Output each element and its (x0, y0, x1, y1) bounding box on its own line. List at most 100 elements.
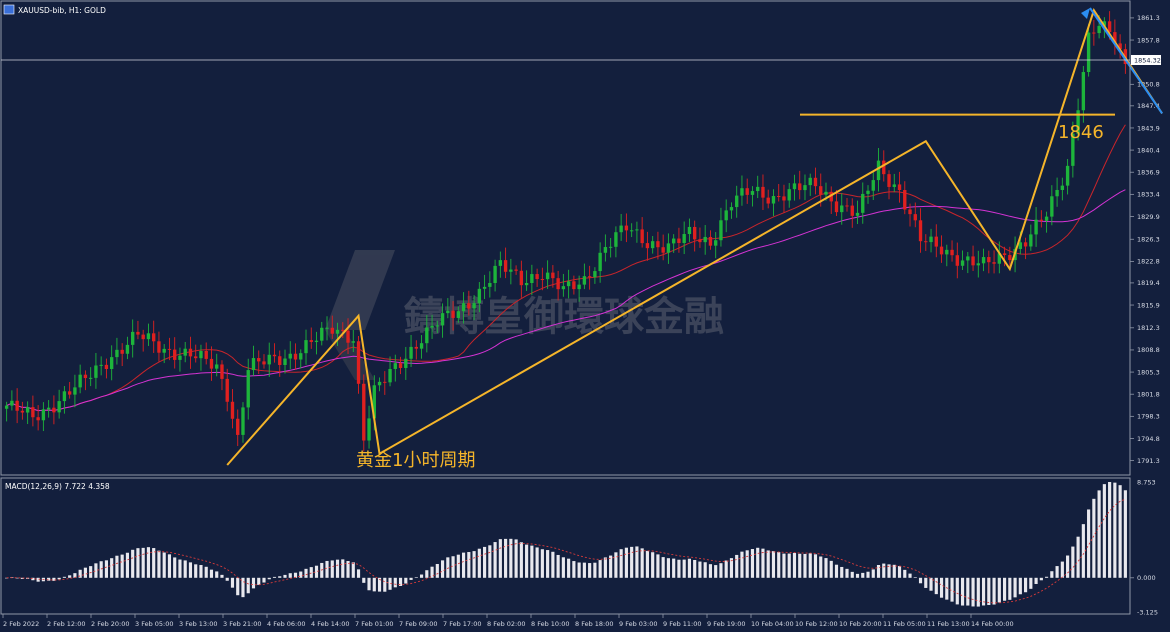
candle-body (708, 236, 713, 246)
candle-body (1113, 32, 1117, 44)
macd-bar (472, 551, 476, 578)
candle-body (608, 246, 613, 248)
macd-bar (808, 553, 812, 578)
price-tick-label: 1805.3 (1137, 368, 1160, 376)
candle-body (346, 330, 350, 343)
candle-body (146, 333, 151, 340)
macd-bar (1050, 571, 1054, 578)
candle-body (467, 303, 471, 309)
candle-body (530, 274, 534, 283)
candle-body (409, 346, 413, 359)
macd-bar (819, 556, 823, 578)
macd-bar (178, 559, 182, 578)
macd-bar (661, 557, 665, 578)
candle-body (335, 329, 340, 334)
candle-body (561, 286, 566, 290)
candle-body (656, 241, 660, 248)
macd-bar (866, 571, 870, 578)
candles (4, 11, 1128, 452)
time-tick-label: 2 Feb 12:00 (47, 620, 86, 628)
candle-body (67, 391, 72, 395)
macd-bar (777, 552, 781, 578)
candle-body (351, 341, 355, 343)
candle-body (414, 346, 418, 349)
candle-body (472, 303, 476, 309)
candle-body (230, 401, 235, 419)
candle-body (1023, 242, 1028, 247)
candle-body (598, 252, 602, 272)
candle-body (1055, 189, 1059, 197)
price-tick-label: 1847.4 (1137, 102, 1160, 110)
macd-bar (110, 558, 114, 578)
time-tick-label: 2 Feb 20:00 (91, 620, 130, 628)
macd-bar (346, 561, 350, 578)
macd-bar (913, 577, 917, 579)
macd-bar (404, 577, 408, 584)
price-tick-label: 1794.8 (1137, 435, 1160, 443)
macd-bar (530, 545, 534, 578)
macd-bar (966, 577, 970, 606)
candle-body (1060, 185, 1065, 190)
macd-bar (677, 559, 681, 578)
candle-body (992, 262, 996, 264)
macd-bar (188, 562, 193, 578)
candle-body (62, 391, 67, 402)
macd-bar (593, 562, 597, 578)
macd-bar (960, 577, 965, 606)
candle-body (645, 243, 650, 249)
macd-bar (803, 553, 807, 578)
macd-bar (278, 576, 282, 578)
macd-bar (850, 571, 854, 578)
candle-body (57, 401, 61, 413)
candle-body (960, 260, 965, 266)
candle-body (745, 188, 749, 195)
candle-body (1065, 165, 1070, 186)
candle-body (545, 272, 550, 280)
candle-body (876, 160, 881, 181)
time-tick-label: 3 Feb 21:00 (223, 620, 262, 628)
candle-body (724, 210, 728, 221)
macd-bar (136, 548, 140, 578)
macd-bar (981, 577, 986, 606)
macd-bar (735, 554, 739, 578)
candle-body (477, 288, 482, 304)
candle-body (687, 226, 692, 235)
macd-bar (892, 564, 896, 578)
macd-bar (1002, 577, 1007, 601)
time-tick-label: 7 Feb 01:00 (355, 620, 394, 628)
macd-bar (241, 577, 245, 598)
candle-body (929, 236, 933, 243)
macd-bar (903, 569, 907, 578)
candle-body (115, 349, 119, 358)
macd-bar (630, 546, 634, 578)
macd-bar (377, 577, 382, 592)
candle-body (435, 325, 439, 327)
candle-body (341, 329, 345, 331)
candle-body (78, 374, 82, 388)
watermark-text: 鑄博皇御環球金融 (403, 294, 724, 340)
macd-bar (94, 563, 98, 578)
chart-window-icon[interactable] (3, 4, 15, 15)
macd-tick-label: 8.753 (1137, 478, 1156, 486)
macd-bar (383, 577, 387, 592)
candle-body (740, 188, 744, 196)
candle-body (682, 234, 686, 244)
macd-bar (372, 577, 376, 592)
time-tick-label: 11 Feb 13:00 (927, 620, 970, 628)
candle-body (624, 225, 629, 231)
macd-bar (62, 576, 66, 578)
candle-body (650, 241, 655, 249)
candle-body (498, 260, 503, 266)
macd-bar (293, 572, 298, 578)
candle-body (950, 249, 954, 256)
time-tick-label: 14 Feb 00:00 (971, 620, 1014, 628)
macd-bar (645, 550, 649, 578)
macd-bar (871, 569, 875, 578)
macd-bar (20, 577, 24, 579)
candle-body (871, 180, 875, 191)
macd-bar (215, 571, 219, 578)
macd-bar (356, 569, 361, 578)
macd-tick-label: -3.125 (1137, 608, 1158, 616)
macd-bar (546, 550, 550, 578)
price-pane-border (0, 0, 1131, 476)
